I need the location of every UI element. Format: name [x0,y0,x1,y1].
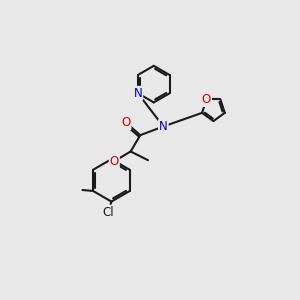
Text: O: O [202,93,211,106]
Text: N: N [134,87,142,100]
Text: Cl: Cl [103,206,114,219]
Text: O: O [121,116,130,129]
Text: N: N [159,120,168,133]
Text: O: O [110,154,119,168]
